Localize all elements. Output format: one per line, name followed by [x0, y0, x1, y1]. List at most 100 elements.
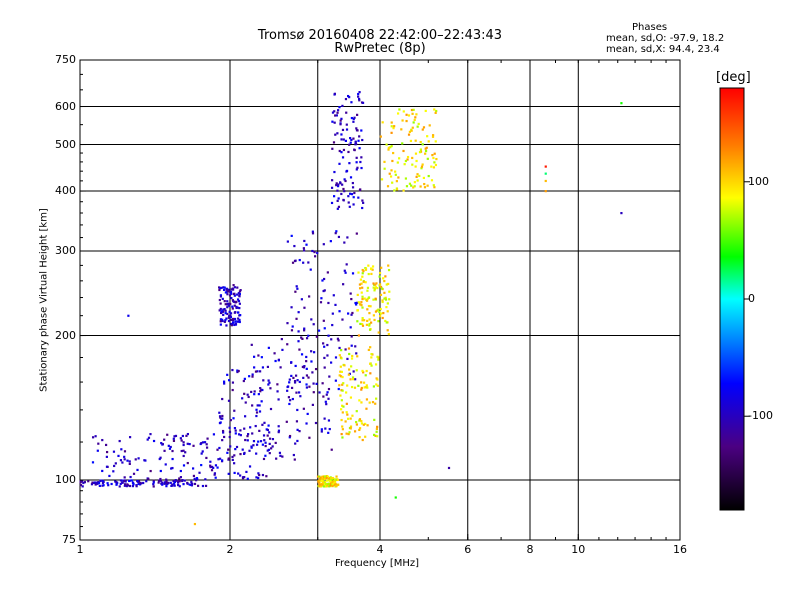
data-point [306, 412, 309, 416]
data-point [251, 432, 254, 435]
data-point [204, 484, 208, 487]
data-point [323, 475, 327, 478]
data-point [361, 319, 364, 322]
data-point [181, 434, 184, 438]
data-point [186, 442, 189, 445]
data-point [234, 429, 237, 432]
data-point [259, 370, 262, 373]
grid-lines [80, 60, 680, 540]
data-point [360, 381, 363, 384]
data-point [312, 382, 315, 385]
data-point [356, 113, 359, 116]
data-point [123, 484, 126, 487]
data-point [367, 348, 370, 352]
data-point [295, 285, 298, 288]
data-point [361, 324, 365, 327]
data-point [132, 482, 135, 486]
data-point [358, 418, 362, 421]
data-point [291, 397, 294, 401]
data-point [260, 388, 263, 391]
data-point [256, 370, 259, 373]
data-point [126, 459, 129, 462]
legend-line-o: mean, sd,O: -97.9, 18.2 [606, 33, 725, 44]
data-point [343, 269, 346, 272]
data-point [102, 484, 105, 487]
data-point [347, 312, 350, 315]
data-point [336, 337, 340, 340]
data-point [398, 157, 401, 160]
data-point [342, 382, 345, 385]
data-point [105, 450, 109, 454]
data-point [361, 286, 364, 289]
data-point [352, 120, 355, 123]
data-point [386, 310, 389, 313]
data-point [351, 186, 355, 189]
data-point [250, 343, 253, 346]
data-point [217, 458, 220, 461]
data-point [376, 425, 379, 428]
data-point [195, 479, 198, 482]
data-point [279, 366, 282, 369]
data-point [357, 95, 360, 98]
data-point [356, 293, 359, 297]
data-point [218, 286, 221, 289]
data-point [305, 383, 308, 386]
data-point [293, 244, 296, 248]
data-point [335, 484, 338, 488]
x-tick-label: 2 [226, 543, 234, 556]
data-point [281, 455, 284, 458]
data-point [209, 464, 212, 467]
data-point [355, 168, 358, 171]
data-point [163, 449, 166, 452]
data-point [186, 482, 189, 485]
data-point [257, 472, 260, 475]
data-point [417, 122, 420, 126]
data-point [314, 367, 318, 371]
data-point [294, 374, 298, 377]
data-point [337, 109, 340, 112]
data-point [165, 485, 168, 488]
data-point [390, 145, 393, 148]
data-point [321, 481, 324, 484]
data-point [432, 166, 436, 169]
data-point [246, 435, 249, 438]
data-point [372, 282, 375, 285]
data-point [293, 458, 296, 461]
data-point [184, 451, 187, 454]
data-point [302, 261, 305, 264]
data-point [285, 420, 288, 423]
data-point [358, 399, 361, 402]
data-point [316, 475, 320, 478]
data-point [346, 384, 349, 387]
data-point [378, 275, 381, 278]
data-point [337, 483, 340, 486]
data-point [128, 460, 131, 463]
data-point [259, 387, 262, 390]
data-point [435, 109, 438, 113]
data-point [297, 311, 300, 314]
data-point [384, 298, 388, 301]
data-point [223, 300, 226, 303]
data-point [311, 249, 314, 253]
data-point [265, 428, 268, 431]
data-point [345, 263, 348, 266]
data-point [365, 369, 368, 373]
data-point [252, 355, 256, 358]
data-point [302, 249, 306, 252]
data-point [171, 457, 174, 461]
data-point [246, 439, 249, 442]
data-point [238, 318, 241, 322]
data-point [93, 481, 96, 485]
data-point [266, 428, 269, 432]
data-point [327, 477, 331, 480]
data-point [91, 481, 94, 484]
data-point [360, 291, 363, 294]
data-point [209, 460, 212, 463]
data-point [376, 355, 379, 358]
data-point [336, 185, 340, 188]
data-point [236, 370, 239, 374]
data-point [400, 128, 403, 131]
data-point [221, 429, 225, 433]
data-point [254, 370, 258, 373]
data-point [335, 184, 338, 187]
